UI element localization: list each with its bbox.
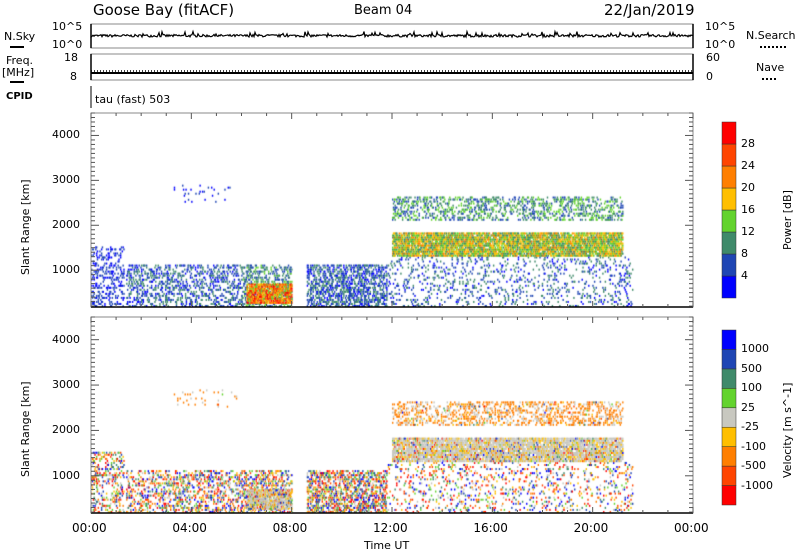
y-tick-label: 3000 xyxy=(52,378,80,392)
colorbar-tick-label: -500 xyxy=(741,459,766,473)
colorbar-bin xyxy=(721,407,737,428)
colorbar-tick-label: -25 xyxy=(741,420,759,434)
velocity-colorbar-label: Velocity [m s^-1] xyxy=(781,382,794,478)
nave-tick-bottom: 0 xyxy=(706,70,713,83)
freq-legend-line xyxy=(10,81,24,83)
colorbar-tick-label: 8 xyxy=(741,247,748,260)
x-tick-label: 04:00 xyxy=(172,521,207,535)
cpid-value: tau (fast) 503 xyxy=(95,93,171,106)
x-tick-label: 00:00 xyxy=(674,521,709,535)
colorbar-bin xyxy=(721,446,737,467)
y-tick-label: 2000 xyxy=(52,423,80,437)
y-tick-label: 4000 xyxy=(52,128,80,142)
x-tick-label: 20:00 xyxy=(573,521,609,535)
colorbar-bin xyxy=(721,165,737,189)
nsearch-label: N.Search xyxy=(746,29,796,42)
freq-tick-bottom: 8 xyxy=(70,70,77,83)
colorbar-tick-label: 28 xyxy=(741,137,755,150)
colorbar-tick-label: 24 xyxy=(741,159,755,172)
cpid-label: CPID xyxy=(6,91,33,102)
nsky-legend-line xyxy=(10,46,24,48)
colorbar-bin xyxy=(721,349,737,370)
power-echoes xyxy=(91,113,693,307)
colorbar-bin xyxy=(721,209,737,233)
y-tick-label: 2000 xyxy=(52,218,80,232)
colorbar-tick-label: 16 xyxy=(741,203,755,216)
y-tick-label: 1000 xyxy=(52,263,80,277)
nave-tick-top: 60 xyxy=(706,51,720,64)
y-tick-label: 3000 xyxy=(52,173,80,187)
power-colorbar-label: Power [dB] xyxy=(781,190,794,250)
colorbar-bin xyxy=(721,329,737,350)
date-label: 22/Jan/2019 xyxy=(604,1,695,19)
colorbar-bin xyxy=(721,368,737,389)
nsearch-legend-dots xyxy=(760,46,786,48)
colorbar-bin xyxy=(721,426,737,447)
nsearch-tick-top: 10^5 xyxy=(705,20,736,33)
nave-label: Nave xyxy=(756,61,785,74)
nsky-trace xyxy=(90,29,694,39)
nsky-label: N.Sky xyxy=(4,30,36,43)
colorbar-tick-label: 4 xyxy=(741,269,748,282)
freq-tick-top: 18 xyxy=(64,51,78,64)
velocity-ylabel: Slant Range [km] xyxy=(19,381,32,477)
plot-frame xyxy=(90,316,694,514)
freq-label: Freq. xyxy=(6,54,34,67)
colorbar-bin xyxy=(721,231,737,255)
nave-legend-dots xyxy=(762,78,776,80)
velocity-echoes xyxy=(91,317,693,513)
colorbar-tick-label: 12 xyxy=(741,225,755,238)
colorbar-bin xyxy=(721,485,737,506)
small-panel-frame xyxy=(90,53,694,81)
colorbar-bin xyxy=(721,275,737,299)
colorbar-bin xyxy=(721,187,737,211)
colorbar-tick-label: -100 xyxy=(741,439,766,453)
x-tick-label: 08:00 xyxy=(272,521,308,535)
x-tick-label: 12:00 xyxy=(373,521,408,535)
colorbar-bin xyxy=(721,388,737,409)
freq-unit-label: [MHz] xyxy=(2,66,35,79)
colorbar-bin xyxy=(721,121,737,145)
x-tick-label: 16:00 xyxy=(473,521,508,535)
nsearch-tick-bottom: 10^0 xyxy=(705,38,736,51)
colorbar-bin xyxy=(721,465,737,486)
colorbar-tick-label: 20 xyxy=(741,181,755,194)
colorbar-tick-label: -1000 xyxy=(741,478,773,492)
colorbar-tick-label: 100 xyxy=(741,381,762,395)
plot-frame xyxy=(90,112,694,308)
station-title: Goose Bay (fitACF) xyxy=(93,1,235,19)
y-tick-label: 1000 xyxy=(52,468,80,482)
beam-label: Beam 04 xyxy=(354,3,413,18)
colorbar-bin xyxy=(721,143,737,167)
colorbar-bin xyxy=(721,253,737,277)
nsky-tick-top: 10^5 xyxy=(52,20,83,33)
x-tick-label: 00:00 xyxy=(72,521,107,535)
time-xlabel: Time UT xyxy=(364,539,410,552)
power-ylabel: Slant Range [km] xyxy=(19,179,32,275)
nsky-tick-bottom: 10^0 xyxy=(52,38,83,51)
colorbar-tick-label: 25 xyxy=(741,400,755,414)
y-tick-label: 4000 xyxy=(52,332,80,346)
colorbar-tick-label: 500 xyxy=(741,361,762,375)
colorbar-tick-label: 1000 xyxy=(741,342,769,356)
